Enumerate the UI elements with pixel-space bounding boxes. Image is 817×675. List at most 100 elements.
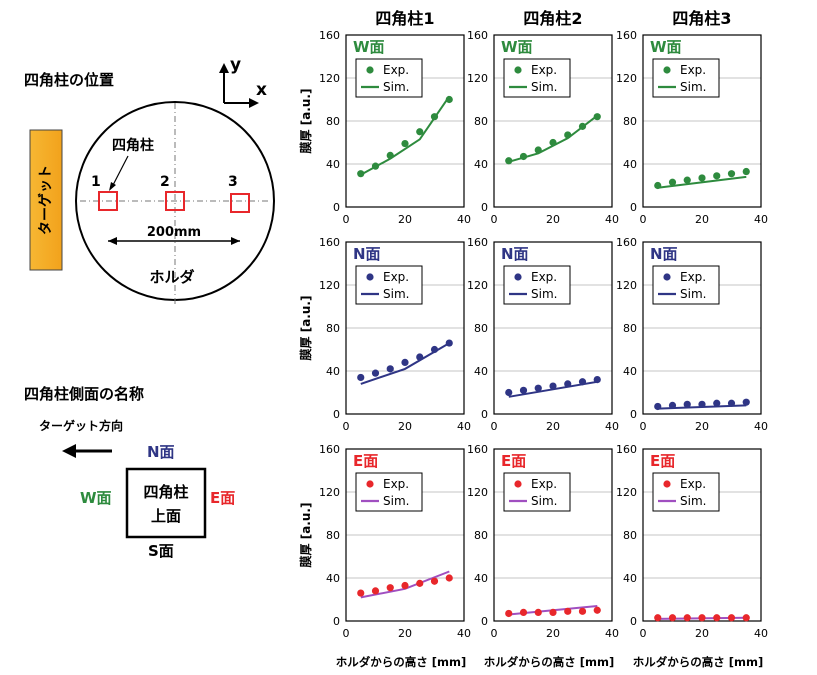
exp-point	[668, 178, 677, 186]
y-tick-label: 0	[333, 408, 340, 421]
y-tick-label: 80	[623, 115, 637, 128]
legend-sim-label: Sim.	[680, 80, 706, 94]
legend-exp-marker	[663, 66, 671, 74]
legend-exp-marker	[366, 273, 374, 281]
legend-exp-marker	[663, 480, 671, 488]
legend-exp-marker	[514, 480, 522, 488]
legend-exp-label: Exp.	[531, 270, 557, 284]
y-axis-label: 膜厚 [a.u.]	[298, 89, 313, 154]
exp-point	[593, 376, 601, 384]
face-label: W面	[353, 38, 385, 56]
exp-point	[698, 174, 706, 182]
target-bar	[29, 129, 63, 271]
x-tick-label: 20	[695, 420, 709, 433]
plot-frame	[345, 34, 465, 208]
face-s-label: S面	[148, 542, 174, 560]
plot-frame	[493, 448, 613, 622]
column-title: 四角柱1	[375, 9, 434, 28]
legend-sim-label: Sim.	[383, 494, 409, 508]
y-tick-label: 120	[319, 486, 340, 499]
y-tick-label: 160	[616, 443, 637, 456]
y-tick-label: 0	[630, 408, 637, 421]
face-label: E面	[353, 452, 378, 470]
exp-point	[416, 128, 424, 136]
y-tick-label: 160	[467, 236, 488, 249]
exp-point	[654, 181, 662, 190]
y-tick-label: 40	[623, 158, 637, 171]
legend-box	[355, 472, 423, 512]
dimension-label: 200mm	[147, 225, 201, 240]
x-tick-label: 0	[343, 627, 350, 640]
position-title: 四角柱の位置	[24, 71, 114, 89]
exp-point	[534, 608, 542, 617]
x-tick-label: 40	[457, 213, 471, 226]
y-tick-label: 120	[319, 279, 340, 292]
exp-point	[727, 170, 736, 178]
exp-point	[727, 614, 736, 622]
x-tick-label: 20	[546, 420, 560, 433]
exp-point	[713, 172, 721, 180]
y-tick-label: 40	[623, 572, 637, 585]
exp-point	[357, 373, 365, 382]
exp-point	[713, 614, 721, 622]
x-tick-label: 0	[343, 213, 350, 226]
y-tick-label: 120	[616, 72, 637, 85]
legend-exp-label: Exp.	[383, 270, 409, 284]
exp-point	[698, 614, 706, 622]
exp-point	[593, 113, 601, 121]
target-direction-label: ターゲット方向	[39, 418, 123, 433]
y-tick-label: 160	[616, 29, 637, 42]
x-tick-label: 40	[457, 627, 471, 640]
legend-sim-label: Sim.	[383, 80, 409, 94]
y-tick-label: 120	[467, 279, 488, 292]
plot-frame	[642, 241, 762, 415]
x-tick-label: 20	[546, 213, 560, 226]
exp-point	[371, 587, 380, 595]
y-tick-label: 120	[467, 72, 488, 85]
chart-panel: 0 40 80 120 160 0 20 40 W面 Exp. Sim. 膜厚 [a.u.]	[298, 29, 471, 226]
position-diagram: 四角柱の位置 y x ターゲット 四角柱 1 2 3 200mm	[24, 55, 275, 305]
legend-box	[652, 472, 720, 512]
y-tick-label: 40	[326, 365, 340, 378]
legend-exp-marker	[514, 273, 522, 281]
y-tick-label: 160	[467, 443, 488, 456]
exp-point	[578, 122, 587, 130]
chart-panel: 0 40 80 120 160 0 20 40 E面 Exp. Sim. 膜厚 [a.u.] ホルダから…	[298, 443, 471, 669]
exp-point	[430, 113, 439, 121]
y-tick-label: 0	[333, 201, 340, 214]
pillar-3-marker	[230, 193, 250, 213]
exp-point	[386, 365, 394, 373]
legend-sim-label: Sim.	[531, 494, 557, 508]
legend-sim-label: Sim.	[531, 287, 557, 301]
exp-point	[371, 162, 380, 170]
exp-point	[445, 574, 453, 582]
chart-panel: 0 40 80 120 160 0 20 40 E面 Exp. Sim. ホルダからの高さ [mm]	[616, 443, 768, 669]
pillar-2-marker	[165, 191, 185, 211]
legend-sim-label: Sim.	[383, 287, 409, 301]
exp-point	[578, 378, 587, 386]
plot-frame	[642, 34, 762, 208]
y-axis-label: 膜厚 [a.u.]	[298, 503, 313, 568]
y-axis-label: 膜厚 [a.u.]	[298, 296, 313, 361]
face-label: N面	[353, 245, 381, 263]
face-label: N面	[501, 245, 529, 263]
x-tick-label: 0	[640, 213, 647, 226]
legend-exp-label: Exp.	[680, 270, 706, 284]
y-tick-label: 120	[467, 486, 488, 499]
exp-point	[742, 167, 750, 176]
legend-exp-label: Exp.	[680, 63, 706, 77]
x-tick-label: 0	[491, 420, 498, 433]
top-face-line2: 上面	[151, 507, 181, 525]
exp-point	[430, 577, 439, 585]
legend-exp-label: Exp.	[383, 477, 409, 491]
face-e-label: E面	[210, 489, 235, 507]
exp-point	[549, 138, 557, 147]
exp-point	[727, 399, 736, 407]
legend-box	[652, 265, 720, 305]
y-tick-label: 120	[616, 279, 637, 292]
y-tick-label: 80	[623, 322, 637, 335]
pillar-number-1: 1	[91, 174, 101, 190]
exp-point	[683, 400, 691, 408]
